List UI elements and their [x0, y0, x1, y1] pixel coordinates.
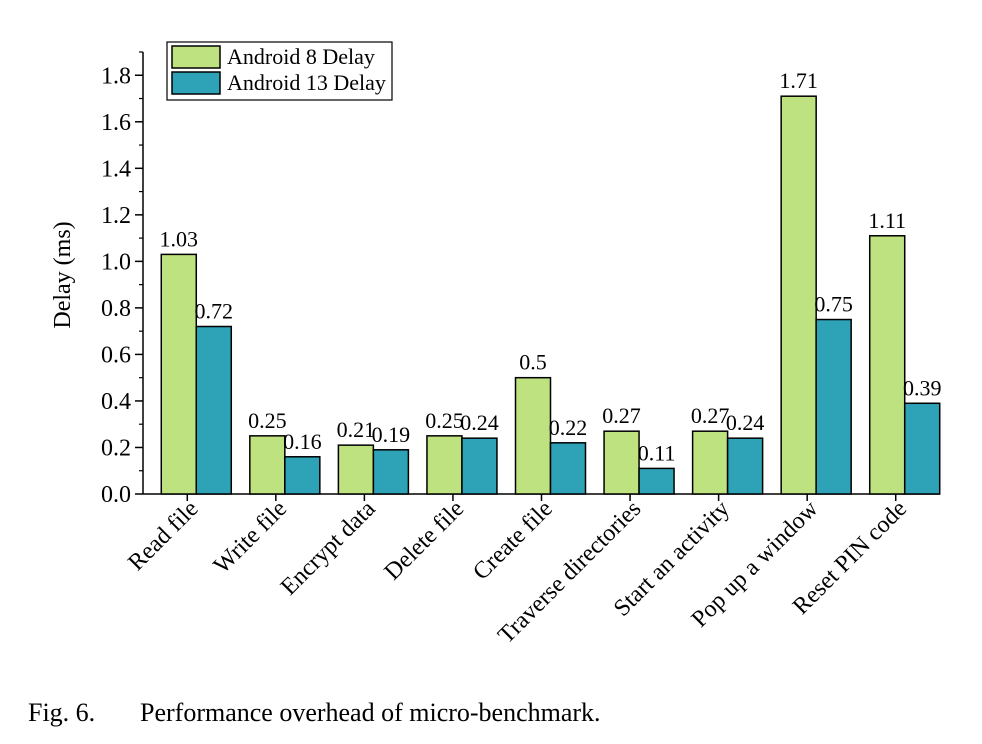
bar-value-label: 1.03: [160, 226, 199, 251]
bar-value-label: 0.24: [460, 410, 499, 435]
bar-android-13: [549, 442, 587, 495]
bar-android-13: [638, 467, 675, 495]
bar-value-label: 1.71: [779, 68, 818, 93]
y-tick-label: 1.2: [101, 203, 131, 229]
bar-value-label: 0.27: [602, 403, 641, 428]
bar-value-label: 0.27: [691, 403, 730, 428]
bar-value-label: 0.16: [283, 429, 322, 454]
y-tick-label: 0.2: [101, 435, 131, 461]
y-tick-label: 1.6: [101, 110, 131, 136]
bar-value-label: 0.19: [372, 422, 411, 447]
bar-value-label: 0.72: [195, 299, 234, 324]
legend-label: Android 8 Delay: [227, 44, 375, 69]
bar-android-8: [337, 444, 375, 495]
bar-android-13: [903, 402, 941, 495]
caption-figure-number: Fig. 6.: [28, 698, 96, 727]
bar-value-label: 0.25: [248, 408, 287, 433]
figure-caption: Fig. 6. Performance overhead of micro-ben…: [28, 698, 601, 728]
y-tick-label: 0.8: [101, 296, 131, 322]
bar-android-13: [284, 456, 321, 495]
bar-android-8: [691, 430, 729, 495]
bar-android-8: [249, 435, 286, 495]
bar-chart: 0.00.20.40.60.81.01.21.41.61.8 1.030.25 0…: [50, 41, 942, 649]
legend-swatch-android-8: [171, 45, 221, 69]
legend-label: Android 13 Delay: [227, 70, 386, 95]
y-tick-label: 0.0: [101, 482, 131, 508]
bar-android-13: [195, 325, 233, 495]
bar-android-13: [726, 437, 764, 495]
bar-android-13: [461, 437, 498, 495]
bar-value-label: 1.11: [868, 208, 906, 233]
chart-axes: 0.0 0.2 0.4 0.6 0.8 1.0 1.2 1.4 1.6 1.8: [101, 51, 940, 508]
x-tick-label: Write file: [209, 496, 292, 579]
bar-value-label: 0.11: [638, 440, 676, 465]
bar-value-label: 0.24: [726, 410, 765, 435]
y-tick-label: 1.0: [101, 249, 131, 275]
bar-value-label: 0.39: [903, 375, 942, 400]
bar-android-13: [372, 449, 410, 495]
bar-value-label: 0.75: [814, 292, 853, 317]
bar-android-8: [868, 235, 906, 495]
bar-value-label: 0.25: [425, 408, 464, 433]
y-tick-label: 1.8: [101, 63, 131, 89]
y-tick-label: 0.4: [101, 389, 131, 415]
x-tick-label: Encrypt data: [276, 496, 381, 601]
y-tick-label: 1.4: [101, 156, 131, 182]
bar-android-13: [815, 318, 852, 495]
y-axis-title: Delay (ms): [50, 221, 76, 328]
x-tick-label: Delete file: [380, 496, 470, 586]
caption-text: Performance overhead of micro-benchmark.: [140, 698, 601, 727]
bar-value-label: 0.5: [519, 350, 547, 375]
bar-android-8: [780, 95, 817, 495]
legend-swatch-android-13: [171, 71, 221, 95]
bar-value-label: 0.21: [337, 417, 376, 442]
x-tick-label: Create file: [468, 496, 558, 586]
bar-value-label: 0.22: [549, 415, 588, 440]
chart-bars: 1.03 0.25 0.21 0.25 0.5 0.27 0.27 1.71 1.11 0.72 0…: [160, 68, 942, 495]
bar-android-8: [514, 376, 552, 495]
bar-android-8: [160, 253, 198, 495]
x-tick-label: Read file: [123, 496, 203, 576]
bar-android-8: [603, 430, 640, 495]
y-tick-label: 0.6: [101, 342, 131, 368]
bar-android-8: [426, 435, 463, 495]
